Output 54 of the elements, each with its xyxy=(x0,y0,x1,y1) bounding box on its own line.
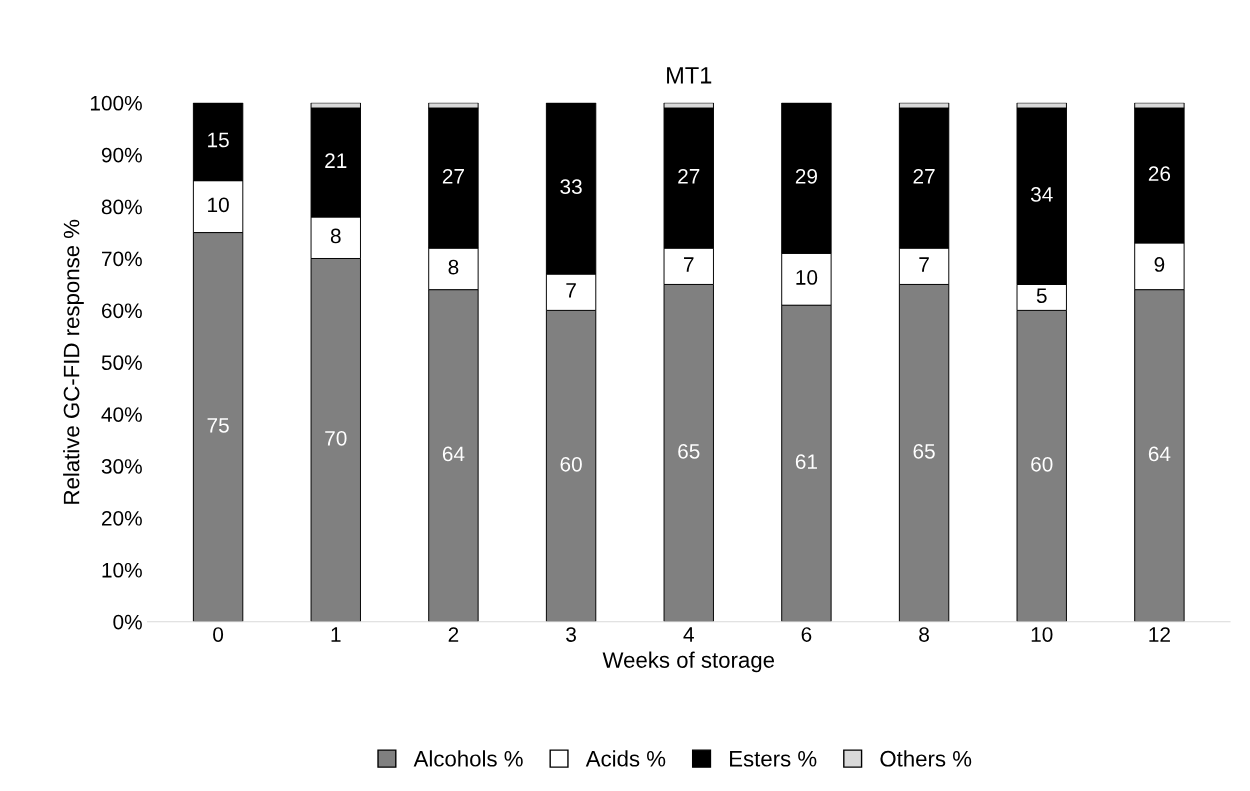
data-label: 33 xyxy=(560,179,582,195)
x-axis-title: Weeks of storage xyxy=(602,651,775,673)
data-label: 60 xyxy=(560,456,582,472)
x-tick-label: 8 xyxy=(919,627,929,642)
data-label: 7 xyxy=(684,257,694,272)
y-tick-label: 40% xyxy=(101,407,142,422)
data-label: 61 xyxy=(795,454,817,470)
legend-label: Acids % xyxy=(585,750,666,767)
data-label: 75 xyxy=(207,418,229,433)
y-tick-label: 50% xyxy=(101,355,142,371)
data-label: 9 xyxy=(1154,257,1165,272)
data-label: 64 xyxy=(1148,446,1171,462)
data-label: 15 xyxy=(208,132,229,148)
y-tick-label: 10% xyxy=(102,562,142,578)
data-label: 60 xyxy=(1031,456,1053,472)
y-tick-label: 80% xyxy=(101,199,142,215)
data-label: 5 xyxy=(1036,288,1047,304)
x-tick-label: 0 xyxy=(213,627,224,642)
data-label: 7 xyxy=(566,283,576,298)
legend-label: Others % xyxy=(880,750,972,767)
data-label: 10 xyxy=(208,197,229,213)
data-label: 27 xyxy=(442,168,464,184)
data-label: 70 xyxy=(325,430,347,446)
x-tick-label: 12 xyxy=(1149,627,1170,642)
x-tick-label: 4 xyxy=(683,627,694,642)
data-label: 34 xyxy=(1030,187,1053,202)
data-label: 10 xyxy=(796,270,818,285)
y-tick-label: 70% xyxy=(102,251,142,267)
legend-label: Alcohols % xyxy=(413,750,523,767)
y-tick-label: 90% xyxy=(101,147,142,163)
data-label: 8 xyxy=(330,228,341,244)
y-tick-label: 20% xyxy=(101,510,142,526)
x-tick-label: 1 xyxy=(331,627,341,642)
data-label: 8 xyxy=(448,259,459,275)
x-tick-label: 2 xyxy=(448,627,459,642)
x-tick-label: 3 xyxy=(566,627,576,642)
data-label: 27 xyxy=(913,168,935,184)
data-label: 7 xyxy=(919,257,929,272)
data-label: 64 xyxy=(442,446,465,462)
y-axis-title: Relative GC-FID response % xyxy=(63,219,84,504)
data-label: 29 xyxy=(795,168,818,184)
legend-label: Esters % xyxy=(730,750,817,767)
y-tick-label: 0% xyxy=(113,614,142,630)
y-tick-label: 100% xyxy=(90,95,142,111)
data-label: 65 xyxy=(913,443,935,459)
y-tick-label: 30% xyxy=(101,459,142,474)
data-label: 27 xyxy=(678,168,700,184)
data-label: 65 xyxy=(678,443,700,459)
x-tick-label: 6 xyxy=(801,627,812,642)
data-label: 26 xyxy=(1148,166,1171,182)
chart-title: MT1 xyxy=(667,67,712,84)
data-label: 21 xyxy=(325,153,347,168)
y-tick-label: 60% xyxy=(102,303,142,319)
x-tick-label: 10 xyxy=(1031,627,1053,642)
